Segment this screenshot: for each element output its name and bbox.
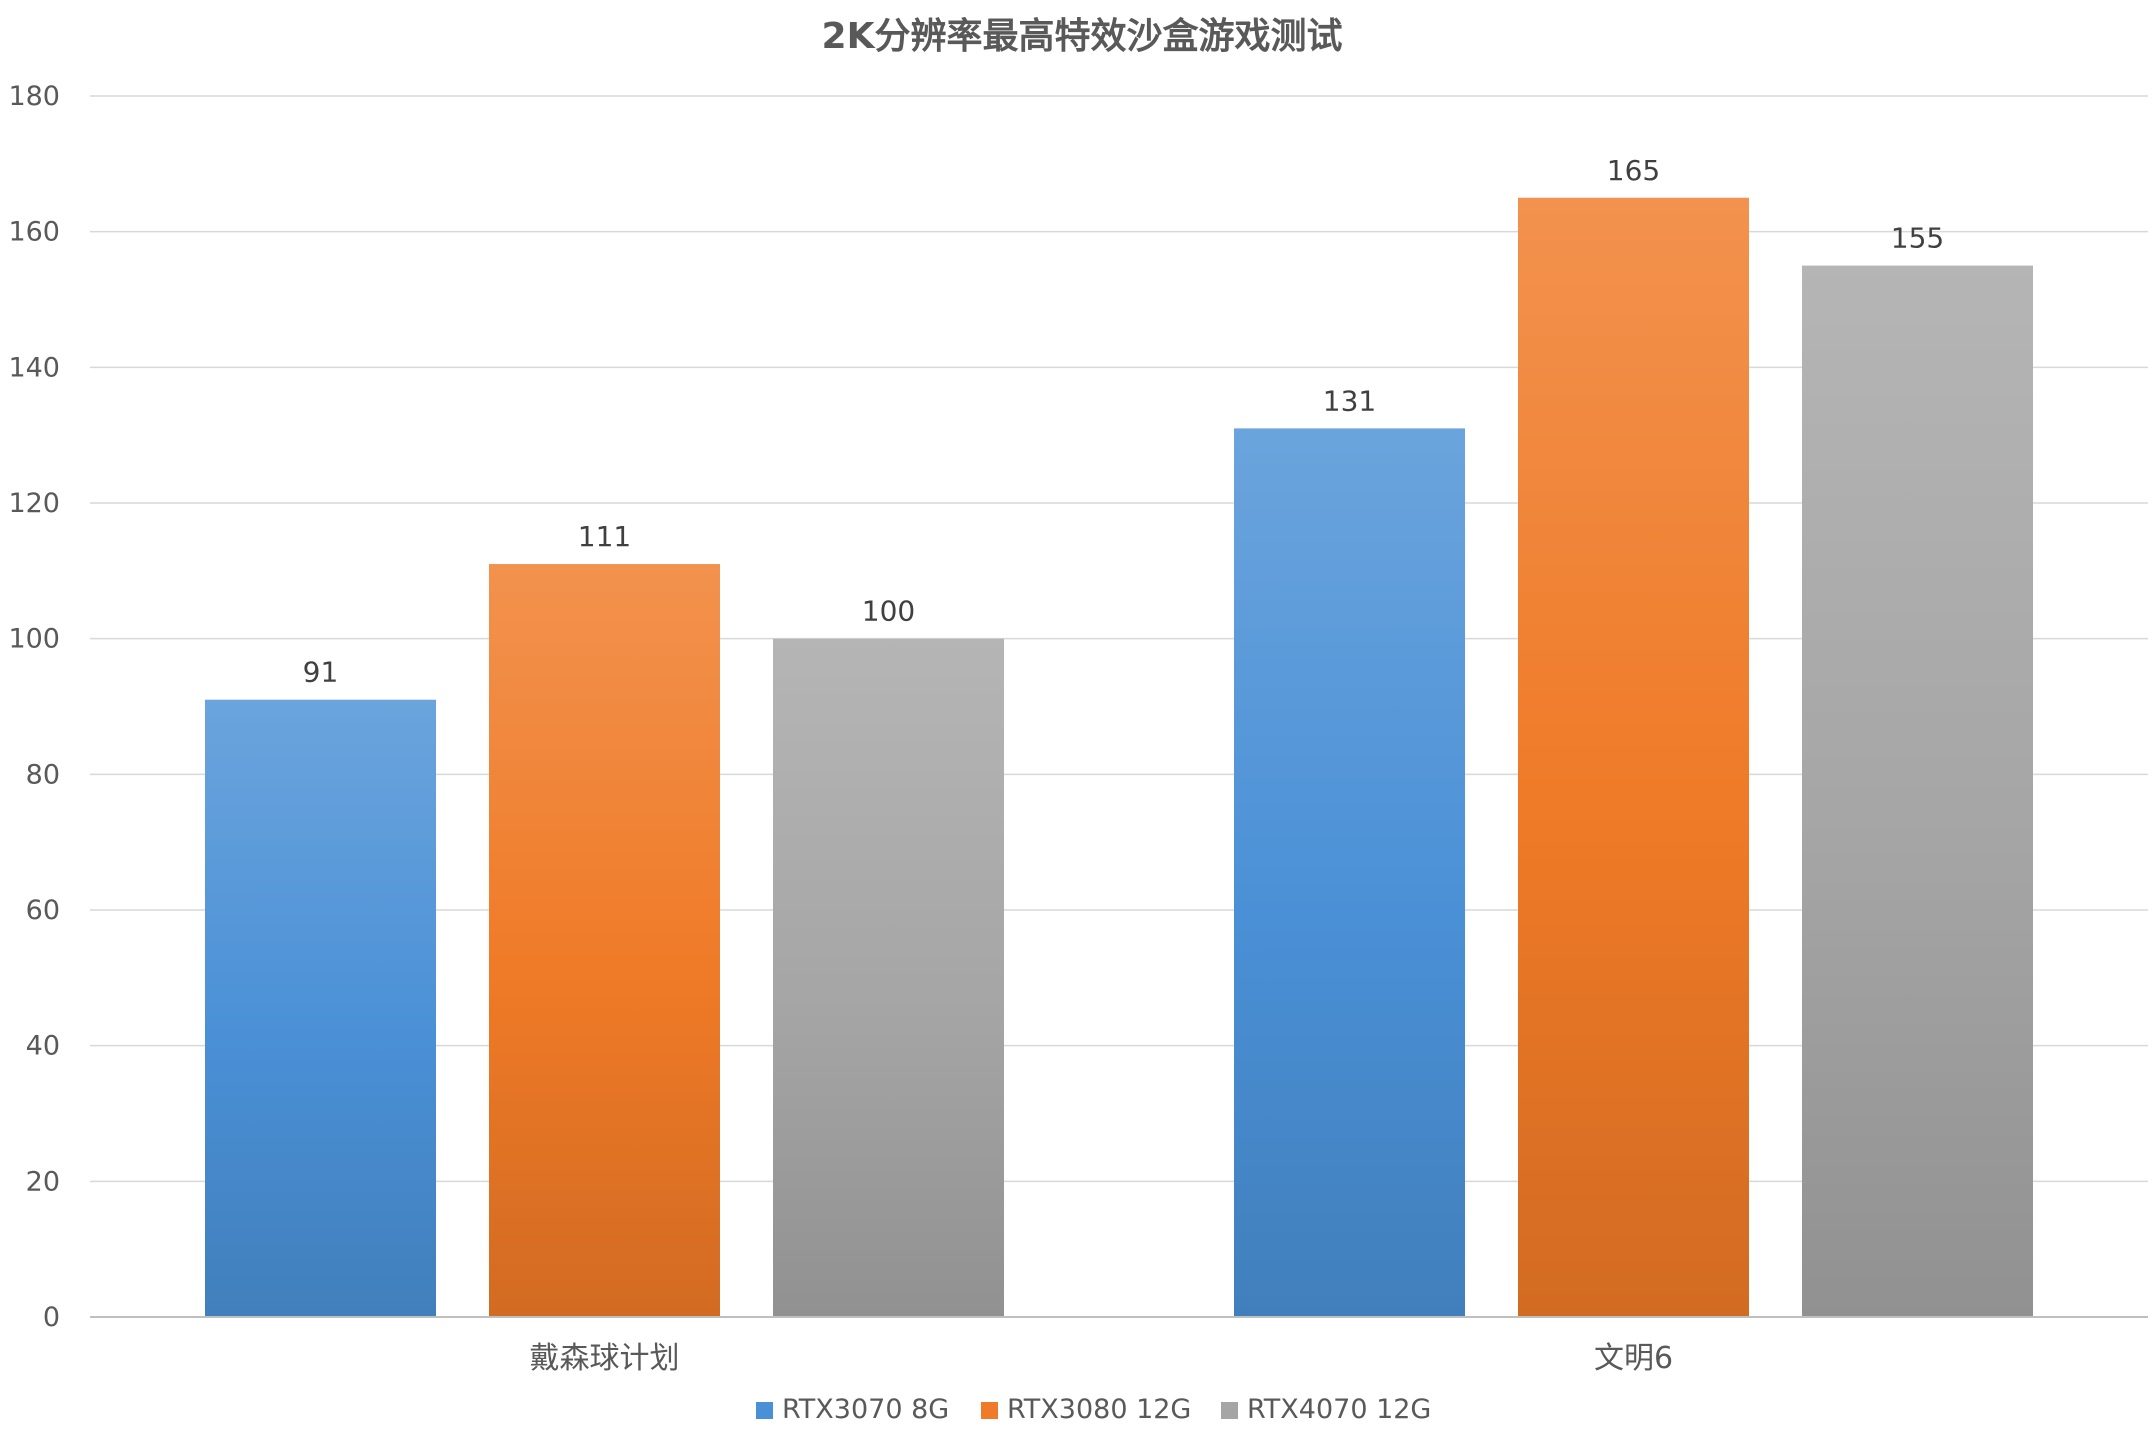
bar (1802, 265, 2033, 1317)
data-label: 91 (303, 656, 339, 689)
data-labels: 91 111 100 131 165 155 (303, 154, 1945, 689)
bar (205, 699, 436, 1317)
y-tick-label: 20 (26, 1166, 60, 1197)
data-label: 155 (1891, 222, 1944, 255)
chart-title: 2K分辨率最高特效沙盒游戏测试 (822, 16, 1343, 57)
bar (773, 638, 1004, 1317)
x-axis-ticks: 戴森球计划 文明6 (530, 1341, 1674, 1376)
legend-label: RTX3080 12G (1007, 1394, 1191, 1425)
y-tick-label: 120 (8, 488, 60, 519)
y-tick-label: 140 (8, 352, 60, 383)
legend: RTX3070 8G RTX3080 12G RTX4070 12G (756, 1394, 1431, 1425)
legend-swatch (981, 1402, 998, 1419)
bar (489, 564, 720, 1317)
legend-label: RTX3070 8G (782, 1394, 949, 1425)
x-tick-label: 戴森球计划 (530, 1341, 680, 1376)
y-axis-ticks: 0 20 40 60 80 100 120 140 160 180 (8, 81, 60, 1333)
y-tick-label: 180 (8, 81, 60, 112)
y-tick-label: 100 (8, 624, 60, 655)
y-tick-label: 40 (26, 1031, 60, 1062)
legend-item: RTX4070 12G (1221, 1394, 1431, 1425)
data-label: 111 (578, 520, 631, 553)
bar (1518, 197, 1749, 1317)
y-tick-label: 0 (43, 1302, 60, 1333)
y-tick-label: 160 (8, 217, 60, 248)
data-label: 100 (862, 595, 915, 628)
bars (205, 197, 2033, 1318)
x-tick-label: 文明6 (1594, 1341, 1673, 1376)
legend-swatch (1221, 1402, 1238, 1419)
data-label: 131 (1323, 384, 1376, 417)
legend-item: RTX3080 12G (981, 1394, 1191, 1425)
legend-label: RTX4070 12G (1247, 1394, 1431, 1425)
y-tick-label: 80 (26, 759, 60, 790)
legend-item: RTX3070 8G (756, 1394, 949, 1425)
legend-swatch (756, 1402, 773, 1419)
bar (1234, 428, 1465, 1318)
y-tick-label: 60 (26, 895, 60, 926)
data-label: 165 (1607, 154, 1660, 187)
